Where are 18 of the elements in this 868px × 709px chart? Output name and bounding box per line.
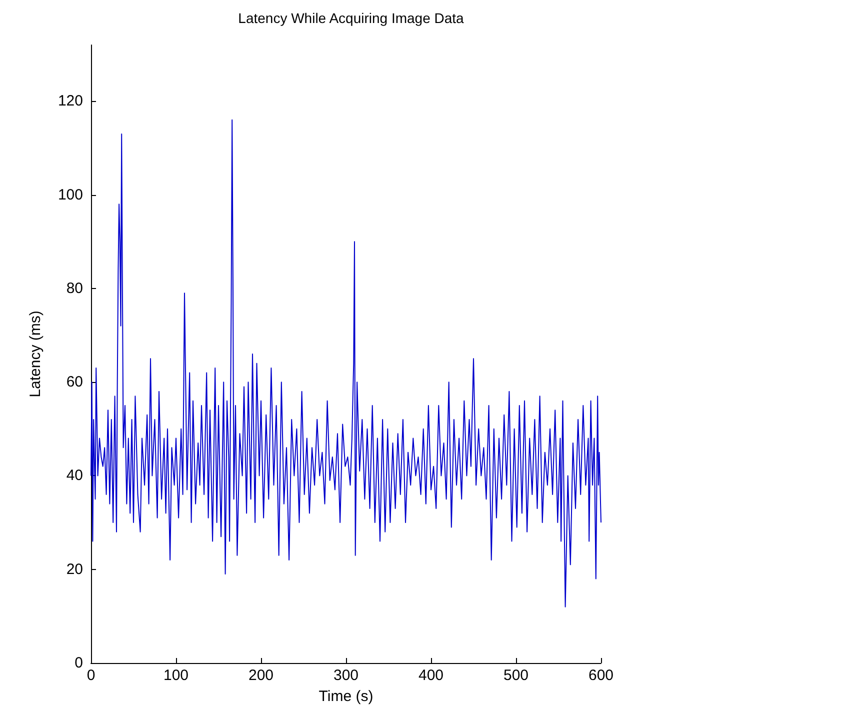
y-tick-label: 80 [66, 280, 83, 297]
y-tick-label: 100 [58, 186, 83, 204]
y-axis-title: Latency (ms) [27, 310, 44, 398]
line-series [90, 119, 602, 608]
y-tick-label: 120 [58, 92, 83, 110]
y-tick-label: 0 [74, 654, 83, 672]
x-axis-title: Time (s) [318, 688, 374, 705]
y-tick-label: 20 [66, 560, 83, 578]
x-tick-label: 500 [503, 667, 529, 684]
x-tick-label: 600 [588, 667, 614, 684]
y-tick-label: 40 [66, 467, 83, 484]
x-tick-label: 200 [248, 667, 274, 684]
y-tick-label: 60 [66, 374, 83, 391]
x-tick-label: 0 [86, 667, 96, 684]
x-tick-label: 100 [163, 667, 189, 684]
x-tick-label: 300 [333, 667, 359, 684]
chart-title: Latency While Acquiring Image Data [238, 10, 464, 26]
x-tick-label: 400 [418, 667, 444, 684]
